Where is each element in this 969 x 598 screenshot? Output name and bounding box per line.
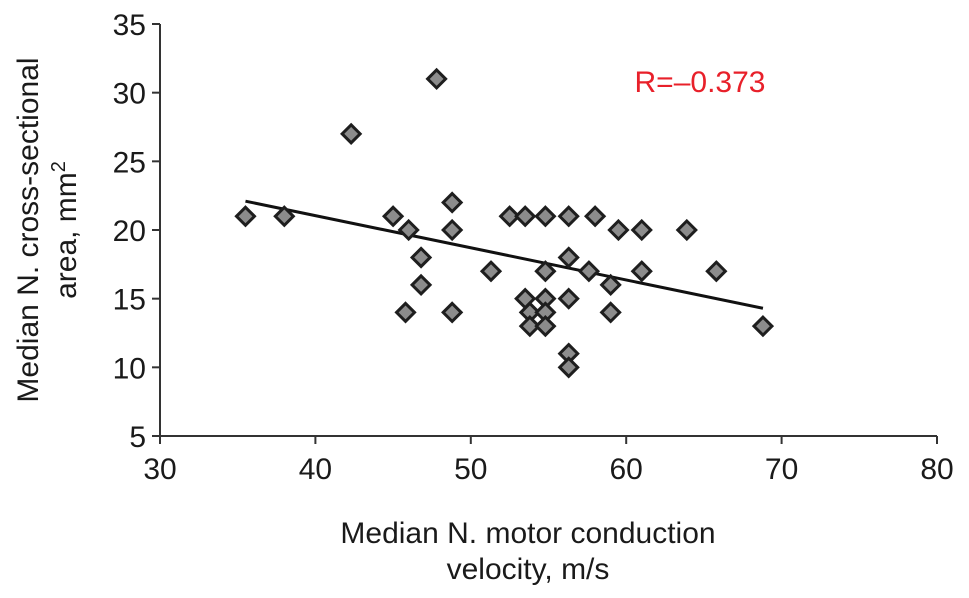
data-point [514,205,537,228]
x-tick-label: 30 [143,453,176,486]
y-tick-label: 25 [113,146,146,179]
y-axis-title-2: area, mm2 [48,161,83,299]
data-point [534,205,557,228]
data-point [630,260,653,283]
correlation-annotation: R=–0.373 [635,66,766,99]
data-point [630,218,653,242]
data-point [583,205,607,228]
data-point [557,356,580,379]
data-point [599,301,622,324]
data-point [705,260,728,283]
data-point [557,287,580,310]
data-point [409,273,433,297]
y-axis-title-superscript: 2 [48,161,70,172]
x-tick-label: 70 [765,453,798,486]
x-tick-label: 80 [920,453,953,486]
y-tick-label: 30 [113,78,146,111]
data-point [479,260,503,283]
data-point [409,246,433,269]
data-point [441,301,464,324]
y-tick-label: 35 [113,9,146,42]
x-axis-title-line2: velocity, m/s [447,553,610,586]
data-point [381,205,405,228]
data-point [273,205,296,228]
data-point [751,315,775,338]
y-axis-title-line2-text: area, mm [50,172,83,299]
data-point [425,67,448,91]
data-point [534,315,557,338]
y-tick-label: 5 [129,421,146,454]
y-axis-title-line1: Median N. cross-sectional [12,57,45,402]
data-points [234,67,775,379]
data-point [498,205,521,228]
data-point [234,205,257,228]
x-tick-label: 50 [454,453,487,486]
data-point [607,218,630,242]
x-axis-title-line1: Median N. motor conduction [340,517,715,550]
y-axis-title: Median N. cross-sectional [12,57,45,402]
y-tick-label: 15 [113,284,146,317]
trendline-group [245,199,764,310]
y-tick-label: 10 [113,352,146,385]
data-point [394,301,417,324]
axes [152,23,938,444]
data-point [534,260,557,283]
y-axis-title-line2: area, mm2 [48,161,83,299]
data-point [557,246,580,269]
x-tick-label: 40 [299,453,332,486]
data-point [599,273,622,297]
data-point [397,218,420,242]
data-point [441,191,464,214]
data-point [340,122,363,145]
data-point [557,205,580,228]
trendline [245,199,764,310]
data-point [441,218,464,242]
y-tick-label: 20 [113,215,146,248]
data-point [675,218,698,242]
x-tick-label: 60 [610,453,643,486]
data-point [577,260,601,283]
tick-labels: 30 40 50 60 70 80 5 10 15 20 25 30 35 [113,9,954,486]
data-point [518,315,541,338]
